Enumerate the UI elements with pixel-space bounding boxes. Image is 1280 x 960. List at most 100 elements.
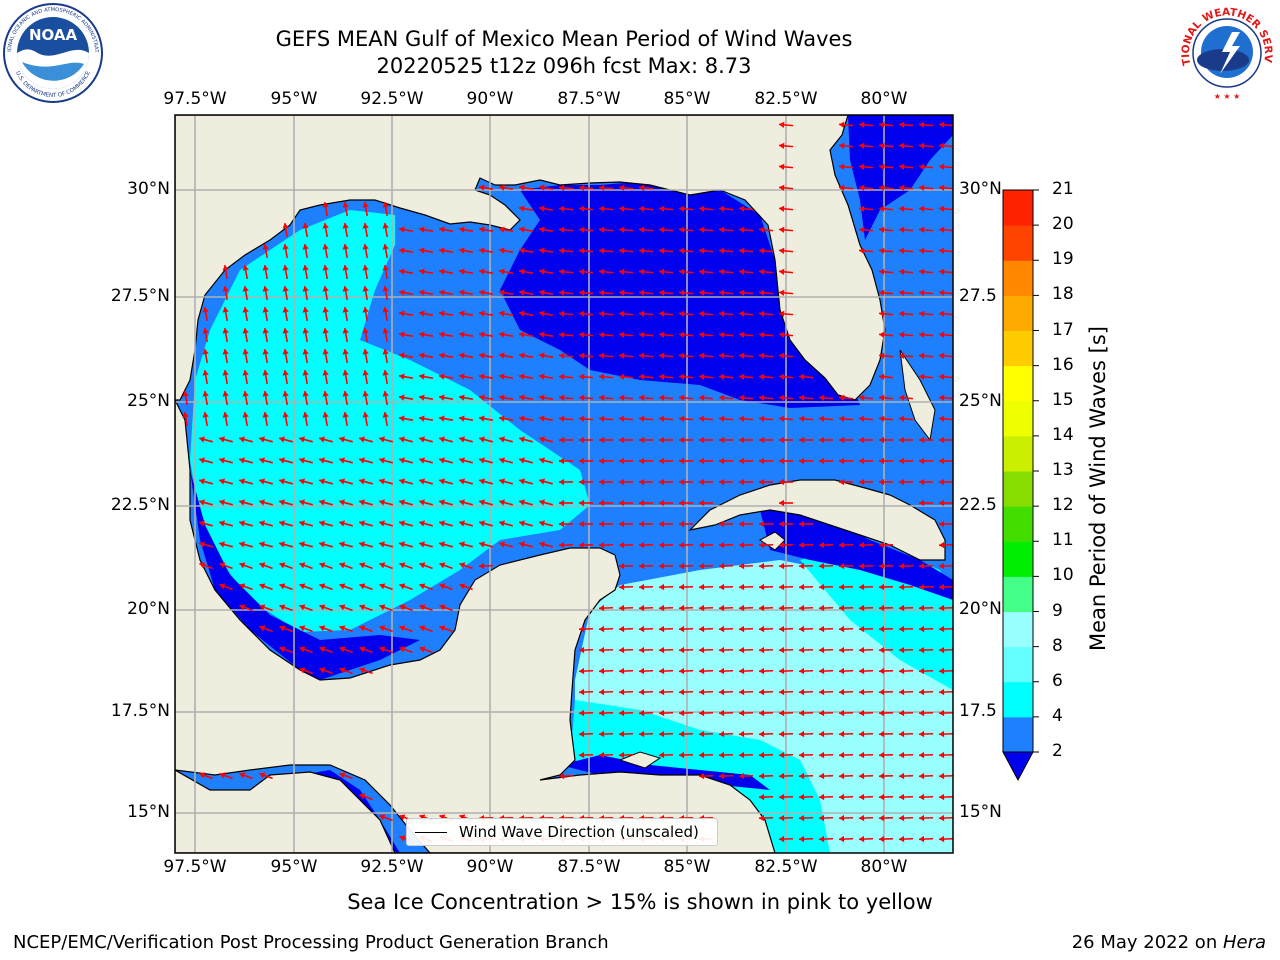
wind-arrow bbox=[579, 457, 593, 465]
wind-arrow bbox=[242, 285, 249, 301]
wind-arrow bbox=[698, 772, 714, 780]
wind-arrow bbox=[579, 520, 593, 528]
wind-arrow bbox=[918, 688, 934, 696]
wind-arrow bbox=[302, 369, 309, 385]
wind-arrow bbox=[778, 373, 794, 381]
wind-arrow bbox=[379, 604, 393, 612]
wind-arrow bbox=[638, 688, 654, 696]
wind-arrow bbox=[259, 499, 273, 506]
wind-arrow bbox=[778, 226, 794, 234]
wind-arrow bbox=[559, 478, 573, 486]
wind-arrow bbox=[778, 793, 794, 801]
wind-arrow bbox=[798, 730, 814, 738]
wind-arrow bbox=[558, 415, 574, 423]
wind-arrow bbox=[658, 247, 674, 255]
wind-arrow bbox=[899, 457, 913, 465]
wind-arrow bbox=[918, 163, 934, 171]
wind-arrow bbox=[938, 541, 953, 549]
wind-arrow bbox=[538, 226, 554, 233]
wind-arrow bbox=[379, 436, 393, 443]
wind-arrow bbox=[362, 285, 369, 301]
wind-arrow bbox=[619, 499, 633, 507]
wind-arrow bbox=[658, 352, 674, 360]
wind-arrow bbox=[499, 457, 513, 464]
wind-arrow bbox=[598, 415, 614, 423]
wind-arrow bbox=[678, 730, 694, 738]
wind-arrow bbox=[618, 730, 634, 738]
wind-arrow bbox=[219, 520, 233, 527]
wind-arrow bbox=[219, 457, 233, 464]
wind-arrow bbox=[279, 562, 293, 570]
wind-arrow bbox=[618, 667, 634, 675]
wind-arrow bbox=[778, 583, 794, 591]
wind-arrow bbox=[578, 646, 594, 654]
wind-arrow bbox=[938, 646, 953, 654]
wind-arrow bbox=[759, 436, 773, 444]
wind-arrow bbox=[242, 390, 249, 406]
wind-arrow bbox=[858, 415, 874, 423]
wind-arrow bbox=[698, 415, 714, 423]
wind-arrow bbox=[878, 688, 894, 696]
wind-arrow bbox=[779, 478, 793, 486]
wind-arrow bbox=[898, 163, 914, 171]
colorbar-tick-label: 18 bbox=[1052, 284, 1074, 305]
wind-arrow bbox=[758, 583, 774, 591]
wind-arrow bbox=[418, 247, 434, 254]
wind-arrow bbox=[938, 688, 953, 696]
wind-arrow bbox=[398, 352, 414, 359]
wind-arrow bbox=[558, 268, 574, 276]
wind-arrow bbox=[898, 562, 914, 570]
wind-arrow bbox=[339, 541, 353, 548]
wind-arrow bbox=[938, 205, 953, 213]
wind-arrow bbox=[302, 285, 309, 301]
wind-arrow bbox=[718, 205, 734, 213]
wind-arrow bbox=[858, 625, 874, 633]
wind-arrow bbox=[658, 562, 674, 570]
wind-arrow bbox=[718, 268, 734, 276]
wind-arrow bbox=[419, 646, 433, 654]
wind-arrow bbox=[838, 835, 854, 843]
wind-arrow bbox=[678, 331, 694, 339]
wind-arrow bbox=[898, 646, 914, 654]
wind-arrow bbox=[718, 751, 734, 759]
wind-arrow bbox=[299, 436, 313, 443]
wind-arrow bbox=[262, 411, 269, 427]
wind-arrow bbox=[438, 289, 454, 296]
wind-arrow bbox=[898, 121, 914, 129]
wind-arrow bbox=[299, 541, 313, 548]
wind-arrow bbox=[359, 646, 373, 654]
wind-arrow bbox=[778, 310, 794, 318]
wind-arrow bbox=[778, 352, 794, 360]
wind-arrow bbox=[458, 394, 474, 401]
wind-arrow bbox=[299, 667, 313, 675]
wind-arrow bbox=[438, 310, 454, 317]
wind-arrow bbox=[319, 583, 333, 591]
wind-arrow bbox=[359, 541, 373, 548]
wind-arrow bbox=[938, 730, 953, 738]
wind-arrow bbox=[598, 667, 614, 675]
wind-arrow bbox=[578, 667, 594, 675]
wind-arrow bbox=[859, 436, 873, 444]
wind-arrow bbox=[738, 604, 754, 612]
wind-arrow bbox=[918, 268, 934, 276]
wind-arrow bbox=[738, 415, 754, 423]
wind-arrow bbox=[439, 499, 453, 506]
wind-arrow bbox=[538, 373, 554, 380]
wind-arrow bbox=[359, 793, 373, 801]
wind-arrow bbox=[718, 562, 734, 570]
wind-arrow bbox=[718, 730, 734, 738]
wind-arrow bbox=[558, 226, 574, 234]
wind-arrow bbox=[918, 562, 934, 570]
wind-arrow bbox=[538, 352, 554, 359]
wind-arrow bbox=[778, 268, 794, 276]
wind-arrow bbox=[918, 730, 934, 738]
wind-arrow bbox=[302, 306, 309, 322]
wind-arrow bbox=[599, 457, 613, 465]
wind-arrow bbox=[618, 394, 634, 402]
wind-arrow bbox=[878, 667, 894, 675]
wind-arrow bbox=[438, 373, 454, 380]
wind-arrow bbox=[718, 772, 734, 780]
wind-arrow bbox=[239, 436, 253, 443]
wind-arrow bbox=[598, 604, 614, 612]
wind-arrow bbox=[818, 688, 834, 696]
